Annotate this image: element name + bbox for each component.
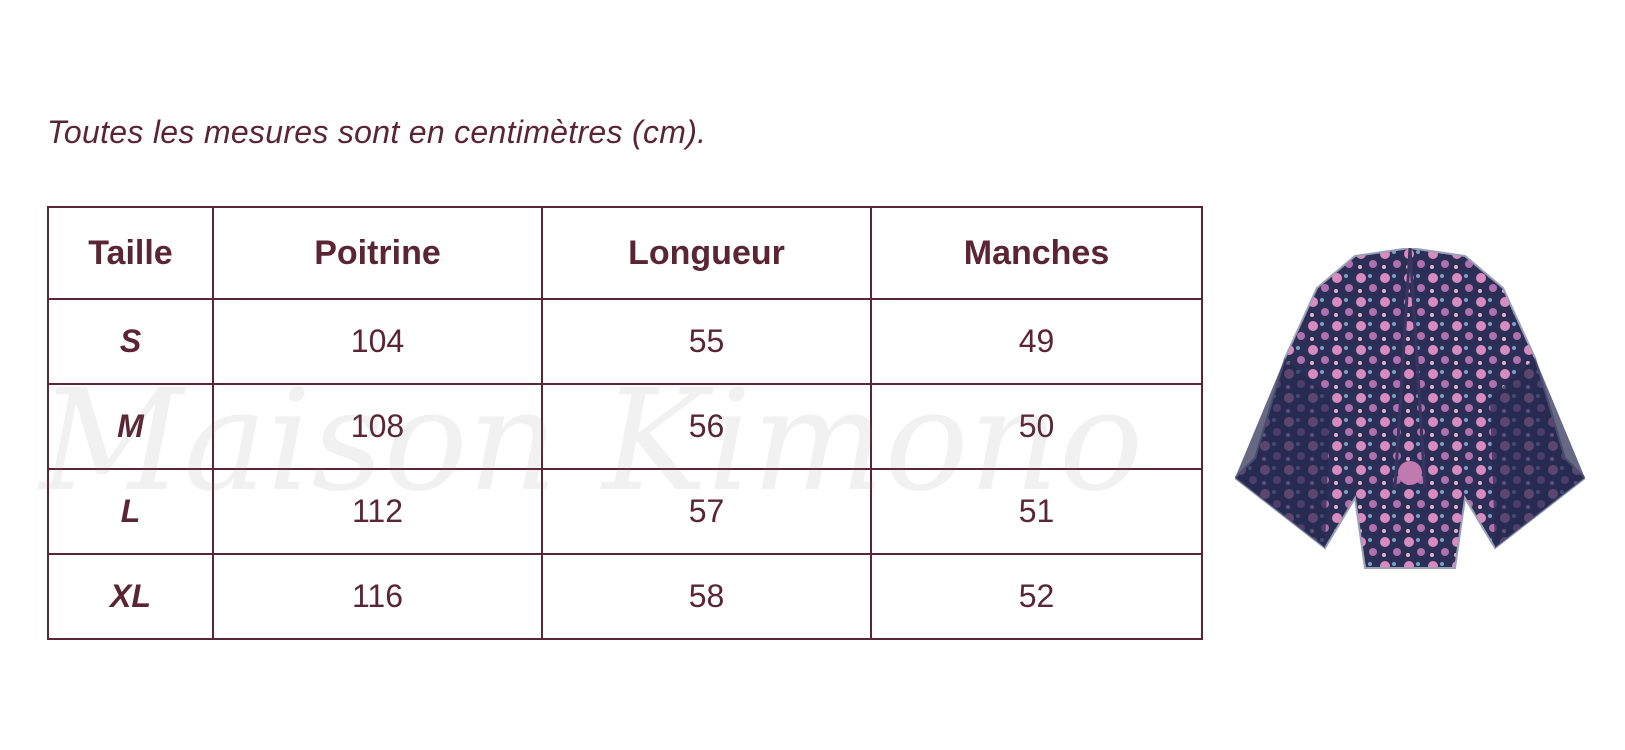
measure-cell: 51 (870, 468, 1203, 555)
note: Toutes les mesures sont en centimètres (… (47, 114, 707, 150)
table-row: M 108 56 50 (47, 383, 1203, 470)
measure-cell: 104 (212, 298, 543, 385)
column-header: Taille (47, 206, 214, 300)
table-body: S 104 55 49 M 108 56 50 L 112 57 51 XL 116 58 52 (47, 298, 1203, 640)
header-row: Taille Poitrine Longueur Manches (47, 206, 1203, 300)
measure-cell: 49 (870, 298, 1203, 385)
measure-cell: 112 (212, 468, 543, 555)
size-cell: S (47, 298, 214, 385)
table-row: L 112 57 51 (47, 468, 1203, 555)
kimono-image (1235, 248, 1585, 569)
table-row: S 104 55 49 (47, 298, 1203, 385)
measure-cell: 56 (541, 383, 872, 470)
measure-cell: 55 (541, 298, 872, 385)
size-cell: L (47, 468, 214, 555)
table-row: XL 116 58 52 (47, 553, 1203, 640)
measure-cell: 108 (212, 383, 543, 470)
size-table: Taille Poitrine Longueur Manches S 104 55 49 M 1… (47, 206, 1203, 640)
size-cell: M (47, 383, 214, 470)
measure-cell: 116 (212, 553, 543, 640)
column-header: Poitrine (212, 206, 543, 300)
measure-cell: 58 (541, 553, 872, 640)
measure-cell: 50 (870, 383, 1203, 470)
column-header: Manches (870, 206, 1203, 300)
measure-cell: 57 (541, 468, 872, 555)
size-cell: XL (47, 553, 214, 640)
column-header: Longueur (541, 206, 872, 300)
measure-cell: 52 (870, 553, 1203, 640)
